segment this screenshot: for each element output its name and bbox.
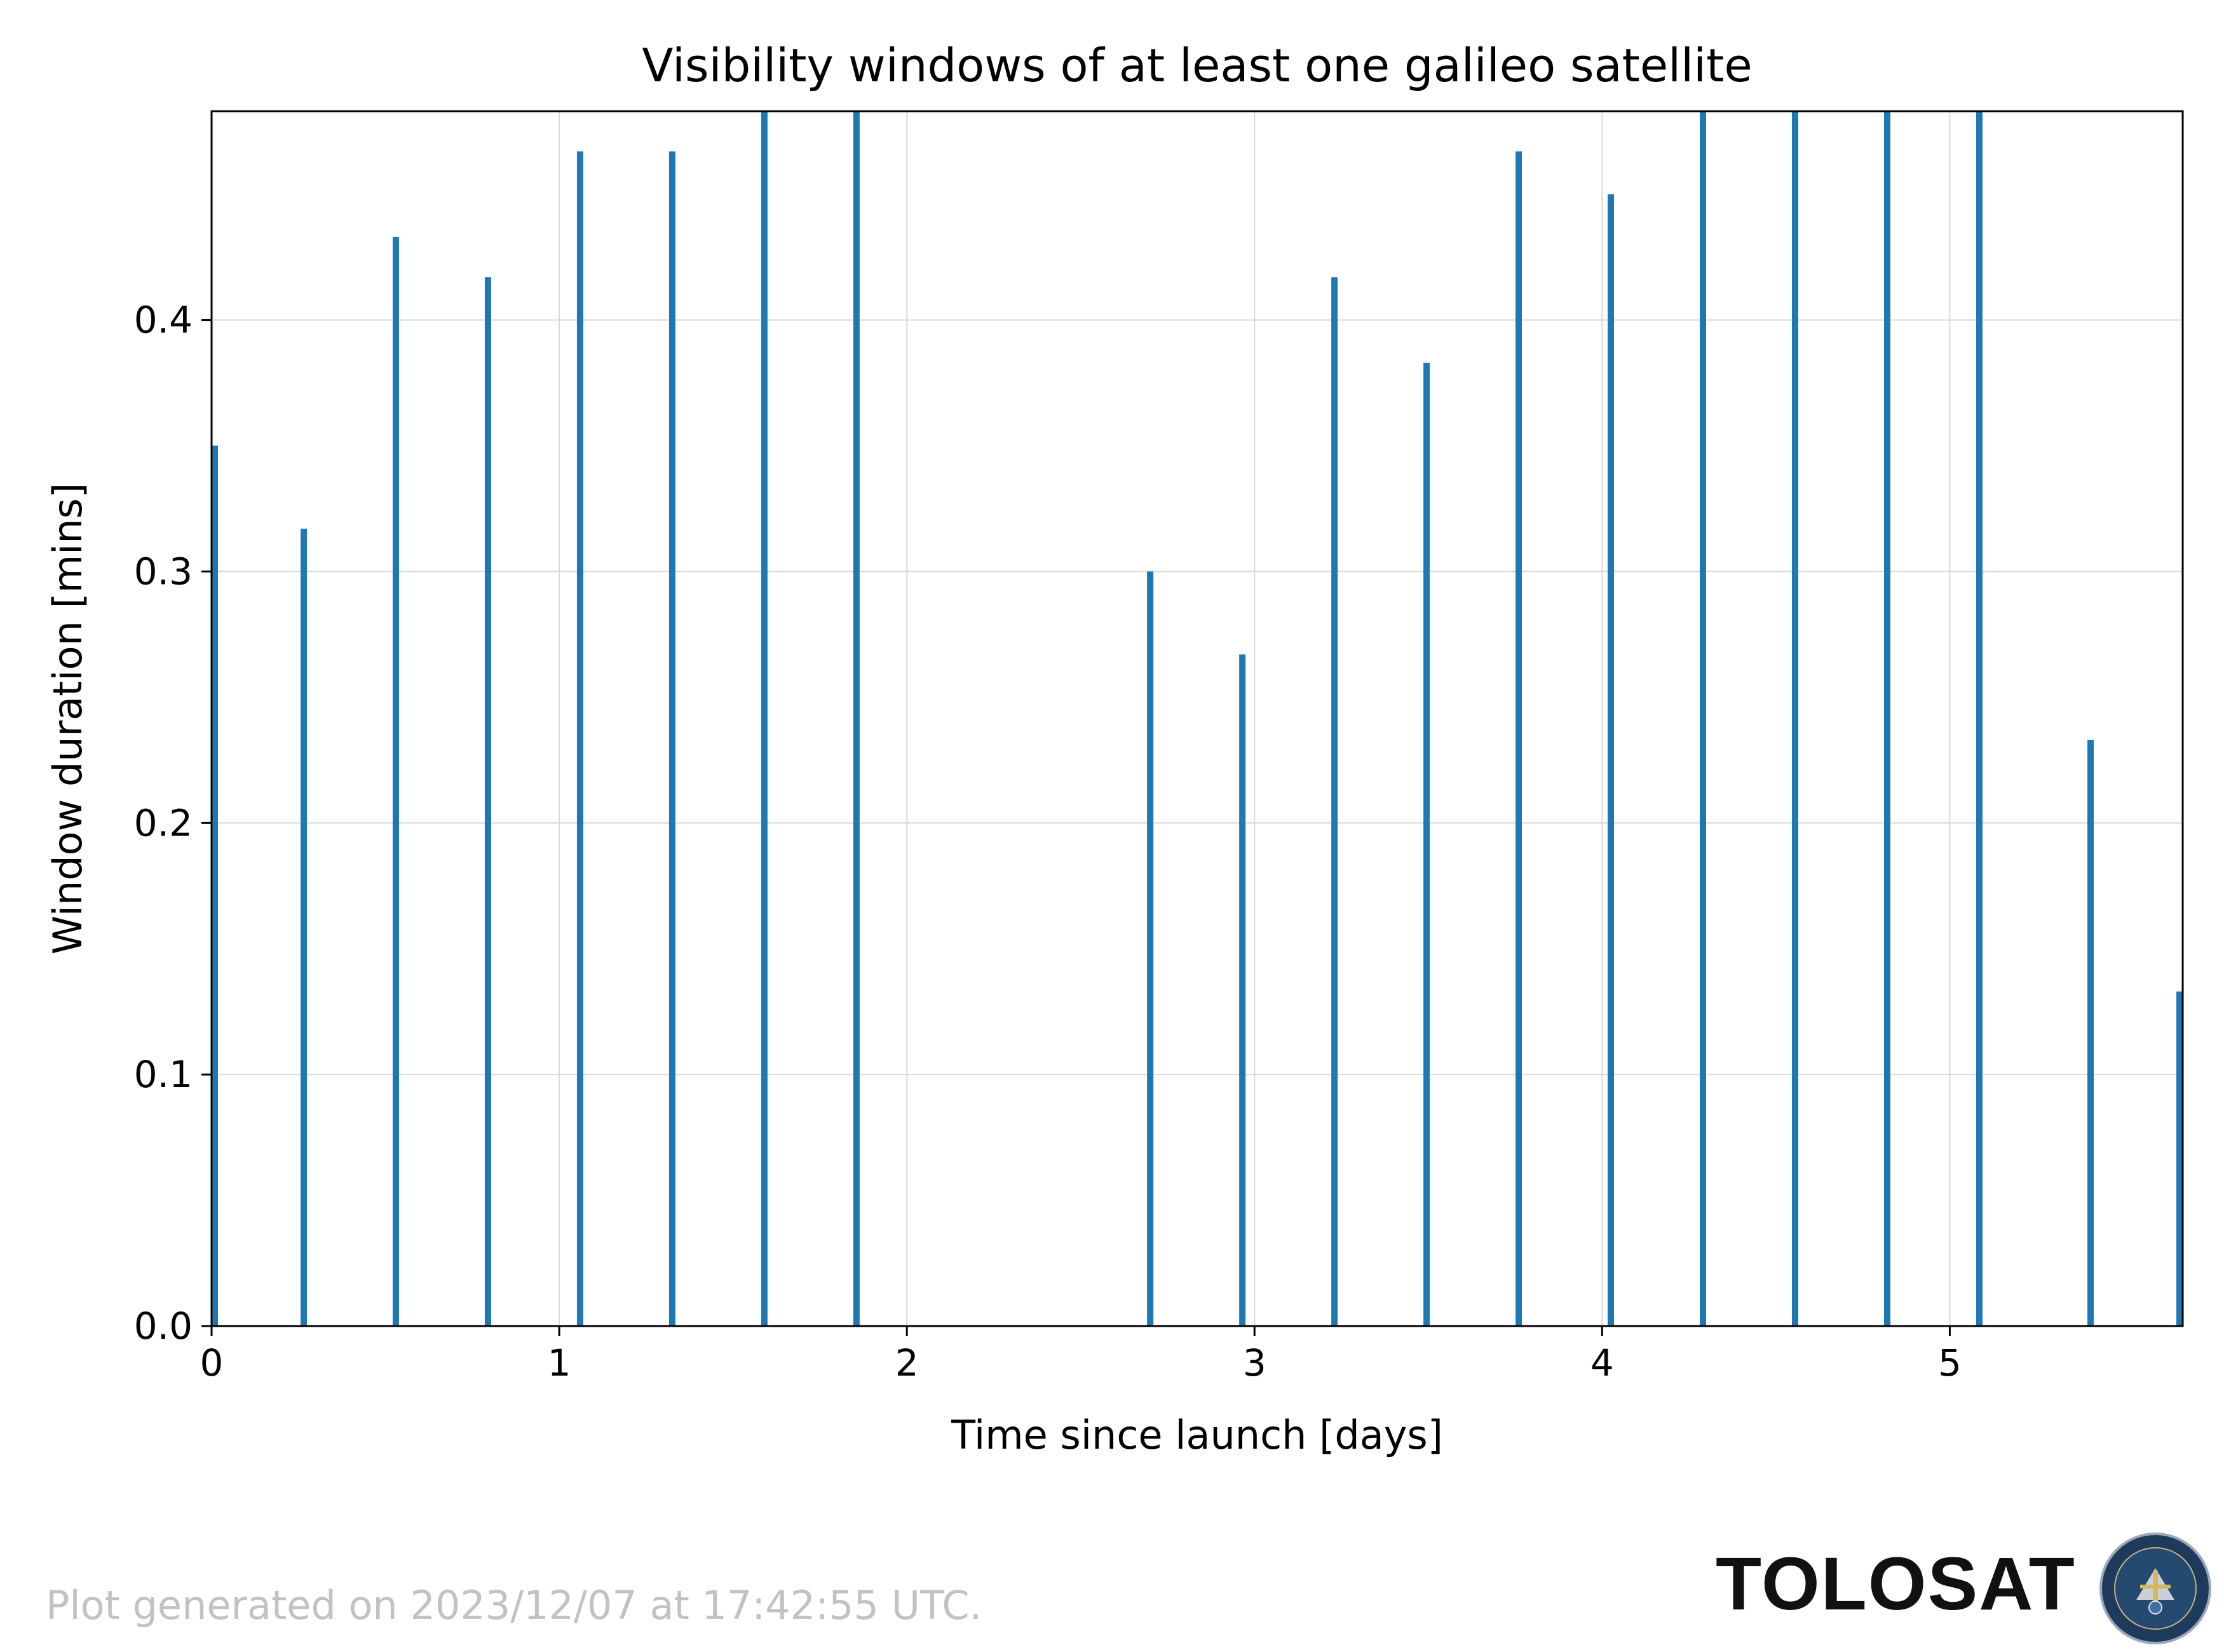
- bar: [392, 236, 399, 1327]
- x-axis-label: Time since launch [days]: [951, 1412, 1443, 1458]
- bars: [212, 111, 2183, 1327]
- bar: [761, 111, 768, 1326]
- y-tick-label: 0.3: [134, 550, 193, 593]
- bar: [1331, 277, 1338, 1326]
- x-tick-label: 3: [1243, 1341, 1266, 1385]
- bar: [668, 151, 675, 1326]
- bar: [1791, 111, 1798, 1326]
- bar: [1515, 151, 1522, 1326]
- bar: [1883, 111, 1890, 1326]
- y-tick-label: 0.2: [134, 801, 193, 844]
- x-tick-label: 5: [1938, 1341, 1962, 1385]
- x-tick-label: 2: [895, 1341, 919, 1385]
- bar: [1423, 362, 1430, 1327]
- brand-wordmark: TOLOSAT: [1716, 1542, 2076, 1626]
- bar: [1608, 194, 1615, 1326]
- bar: [1147, 571, 1154, 1326]
- x-tick-label: 1: [548, 1341, 571, 1385]
- bar: [1700, 111, 1707, 1326]
- bar: [853, 111, 860, 1326]
- plot-frame: [210, 110, 2184, 1327]
- generated-timestamp: Plot generated on 2023/12/07 at 17:42:55…: [46, 1582, 982, 1628]
- bar: [2176, 991, 2183, 1326]
- y-tick-label: 0.0: [134, 1304, 193, 1348]
- x-tick-label: 0: [200, 1341, 224, 1385]
- bar: [576, 151, 583, 1326]
- bar: [212, 445, 218, 1327]
- bar: [484, 277, 491, 1326]
- y-tick-label: 0.4: [134, 299, 193, 342]
- bar: [2087, 740, 2094, 1326]
- tolosat-emblem-logo: [2099, 1533, 2211, 1644]
- bar: [300, 529, 307, 1327]
- x-tick-label: 4: [1590, 1341, 1614, 1385]
- y-tick-label: 0.1: [134, 1053, 193, 1096]
- bar: [1976, 111, 1983, 1326]
- y-axis-label: Window duration [mins]: [44, 483, 91, 954]
- ticks: 0 1 2 3 4 5 0.0 0.1 0.2 0.3 0.4: [134, 299, 1962, 1385]
- chart-title: Visibility windows of at least one galil…: [642, 39, 1752, 92]
- bar: [1239, 654, 1246, 1326]
